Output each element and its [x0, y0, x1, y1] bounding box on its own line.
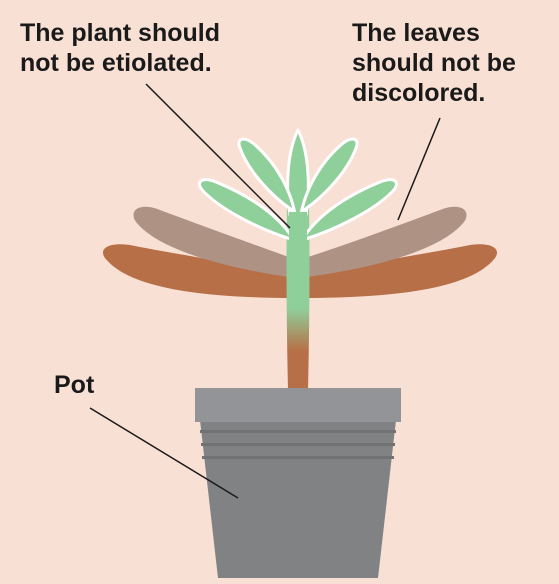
pot: [195, 388, 401, 578]
label-discolored-line2: should not be: [352, 48, 516, 78]
label-pot: Pot: [54, 370, 94, 400]
callout-line-discolored: [398, 118, 440, 220]
label-discolored-line3: discolored.: [352, 78, 516, 108]
label-discolored: The leaves should not be discolored.: [352, 18, 516, 108]
callout-line-etiolated: [146, 84, 290, 228]
label-etiolated-line1: The plant should: [20, 18, 220, 48]
label-discolored-line1: The leaves: [352, 18, 516, 48]
green-leaves: [200, 130, 397, 250]
label-etiolated: The plant should not be etiolated.: [20, 18, 220, 78]
label-pot-text: Pot: [54, 371, 94, 399]
label-etiolated-line2: not be etiolated.: [20, 48, 220, 78]
